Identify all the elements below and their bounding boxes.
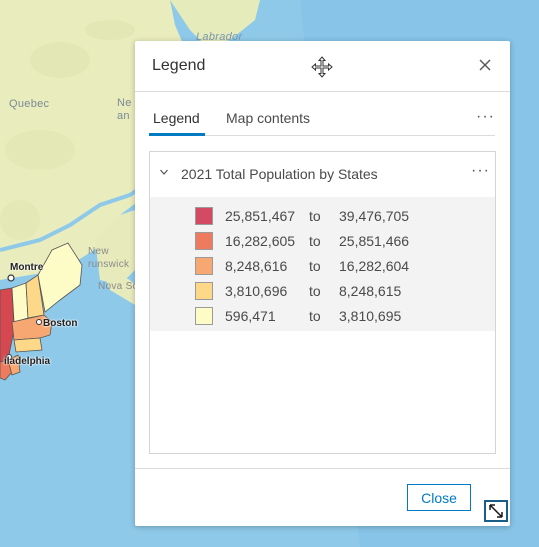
- map-label-nova-scotia: Nova Sc: [98, 281, 138, 292]
- tab-legend-label: Legend: [153, 110, 200, 126]
- class-min: 8,248,616: [225, 258, 288, 274]
- class-max: 8,248,615: [339, 283, 402, 299]
- class-to: to: [309, 208, 321, 224]
- legend-swatch: [195, 207, 213, 225]
- map-label-labrador: Labrador: [196, 31, 243, 43]
- city-boston: Boston: [43, 318, 78, 329]
- class-min: 3,810,696: [225, 283, 288, 299]
- class-to: to: [309, 258, 321, 274]
- panel-footer: Close: [135, 468, 510, 527]
- layer-more-options-button[interactable]: ···: [471, 162, 490, 179]
- close-icon[interactable]: [477, 57, 493, 73]
- chevron-down-icon[interactable]: [159, 167, 169, 177]
- legend-swatch: [195, 307, 213, 325]
- class-min: 596,471: [225, 308, 276, 324]
- class-to: to: [309, 233, 321, 249]
- layer-header[interactable]: 2021 Total Population by States ···: [150, 152, 495, 194]
- map-label-new-brunswick-partial: Ne an: [117, 97, 132, 122]
- panel-title: Legend: [152, 57, 206, 74]
- tabs-more-options-button[interactable]: ···: [476, 108, 495, 125]
- class-max: 3,810,695: [339, 308, 402, 324]
- tab-active-indicator: [149, 133, 205, 136]
- legend-class-list: 25,851,467 to 39,476,705 16,282,605 to 2…: [150, 197, 495, 331]
- class-max: 39,476,705: [339, 208, 410, 224]
- tab-bar: Legend Map contents ···: [149, 103, 495, 136]
- class-max: 25,851,466: [339, 233, 410, 249]
- legend-swatch: [195, 282, 213, 300]
- tab-map-contents[interactable]: Map contents: [226, 110, 310, 126]
- legend-swatch: [195, 232, 213, 250]
- class-to: to: [309, 283, 321, 299]
- legend-swatch: [195, 257, 213, 275]
- class-to: to: [309, 308, 321, 324]
- class-min: 25,851,467: [225, 208, 296, 224]
- legend-content: 2021 Total Population by States ··· 25,8…: [149, 151, 496, 454]
- resize-icon: [489, 504, 503, 518]
- class-min: 16,282,605: [225, 233, 296, 249]
- panel-header: Legend: [135, 41, 510, 92]
- move-icon[interactable]: [311, 56, 333, 78]
- city-montreal: Montre: [10, 262, 44, 273]
- resize-handle[interactable]: [484, 500, 508, 522]
- map-label-new-brunswick: New runswick: [88, 246, 130, 270]
- close-button[interactable]: Close: [407, 484, 471, 511]
- city-philadelphia: iladelphia: [4, 356, 51, 367]
- class-max: 16,282,604: [339, 258, 410, 274]
- tab-legend[interactable]: Legend: [149, 110, 205, 136]
- legend-panel: Legend Legend Map contents ··· 2021 Tota…: [135, 41, 510, 526]
- tab-map-contents-label: Map contents: [226, 110, 311, 126]
- layer-title: 2021 Total Population by States: [181, 166, 378, 182]
- map-label-quebec: Quebec: [9, 98, 50, 110]
